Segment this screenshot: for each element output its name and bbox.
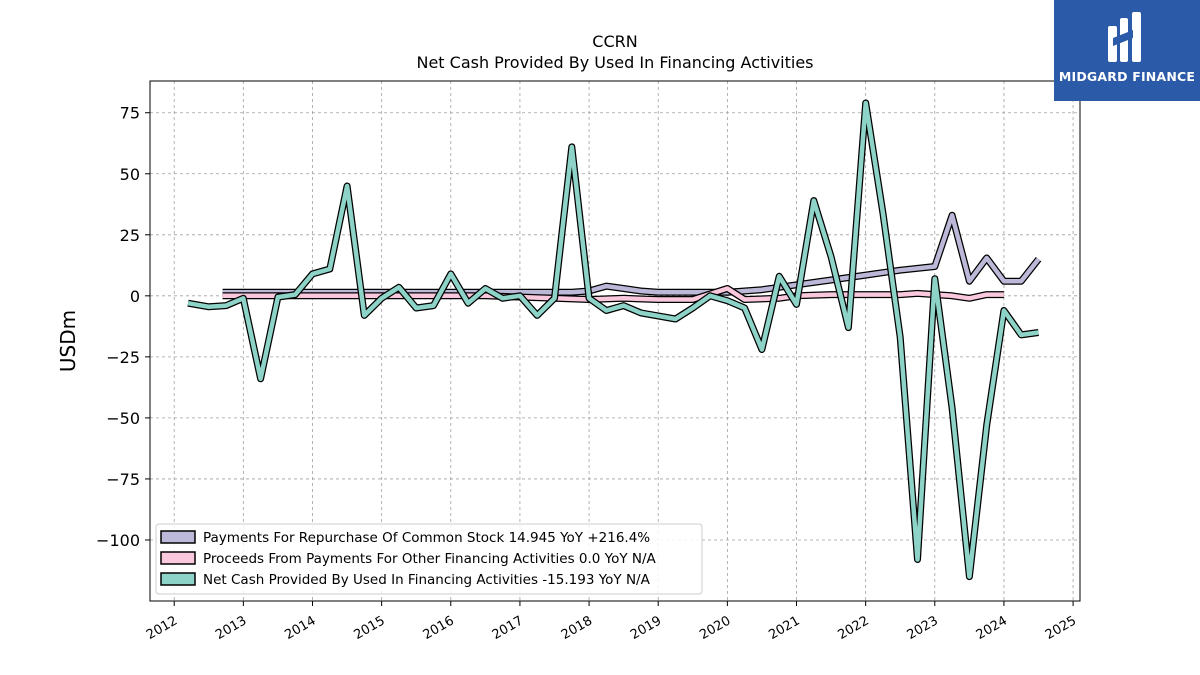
x-tick-label: 2012 bbox=[144, 613, 180, 643]
legend-label: Proceeds From Payments For Other Financi… bbox=[203, 551, 657, 567]
x-tick-label: 2021 bbox=[766, 613, 802, 643]
x-tick-label: 2022 bbox=[835, 613, 871, 643]
x-tick-label: 2019 bbox=[628, 613, 664, 643]
series-line-outline bbox=[222, 211, 1042, 296]
y-tick-label: 50 bbox=[120, 165, 140, 184]
legend-swatch bbox=[160, 551, 196, 565]
x-axis-ticks: 2012 2013 2014 2015 2016 2017 2018 2019 2020 2021… bbox=[144, 601, 1079, 643]
series-1 bbox=[222, 211, 1042, 296]
x-tick-label: 2023 bbox=[905, 613, 941, 643]
brand-logo: MIDGARD FINANCE bbox=[1054, 0, 1200, 101]
chart-title: CCRN bbox=[592, 32, 637, 51]
x-tick-label: 2017 bbox=[490, 613, 526, 643]
series-lines bbox=[187, 99, 1042, 581]
plot-frame bbox=[149, 80, 1081, 602]
x-tick-label: 2018 bbox=[559, 613, 595, 643]
x-tick-label: 2020 bbox=[697, 613, 733, 643]
legend-swatch bbox=[160, 530, 196, 544]
y-tick-label: −50 bbox=[106, 409, 140, 428]
legend-label: Payments For Repurchase Of Common Stock … bbox=[203, 530, 650, 546]
chart-subtitle: Net Cash Provided By Used In Financing A… bbox=[416, 53, 813, 72]
y-tick-label: 25 bbox=[120, 226, 140, 245]
y-tick-label: 75 bbox=[120, 104, 140, 123]
y-tick-label: 0 bbox=[130, 287, 140, 306]
x-tick-label: 2024 bbox=[974, 613, 1010, 643]
legend-label: Net Cash Provided By Used In Financing A… bbox=[203, 572, 651, 588]
legend-frame bbox=[155, 523, 703, 595]
series-line bbox=[187, 100, 1039, 579]
x-tick-label: 2013 bbox=[213, 613, 249, 643]
x-tick-label: 2015 bbox=[351, 613, 387, 643]
series-line bbox=[222, 213, 1041, 295]
x-tick-label: 2014 bbox=[282, 613, 318, 643]
y-axis-ticks: 75 50 25 0 −25 −50 −75 −100 bbox=[96, 104, 150, 550]
x-tick-label: 2016 bbox=[421, 613, 457, 643]
logo-mark-icon bbox=[1108, 12, 1141, 62]
y-tick-label: −100 bbox=[96, 531, 140, 550]
y-tick-label: −75 bbox=[106, 470, 140, 489]
y-tick-label: −25 bbox=[106, 348, 140, 367]
legend: Payments For Repurchase Of Common Stock … bbox=[155, 523, 703, 595]
y-axis-label: USDm bbox=[56, 310, 80, 372]
series-3 bbox=[187, 99, 1039, 581]
logo-text: MIDGARD FINANCE bbox=[1058, 69, 1196, 84]
x-tick-label: 2025 bbox=[1043, 613, 1079, 643]
legend-swatch bbox=[160, 572, 196, 586]
